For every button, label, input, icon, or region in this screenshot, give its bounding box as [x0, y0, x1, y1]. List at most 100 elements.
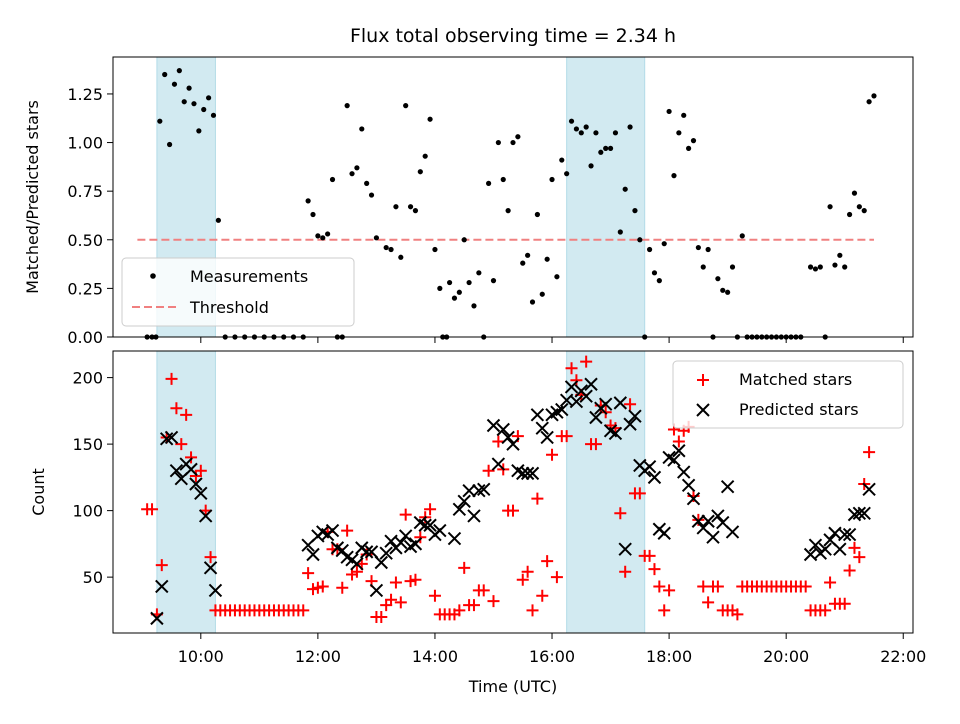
top-shaded-interval — [566, 56, 646, 338]
predicted-star-point — [833, 542, 847, 556]
measurement-point — [157, 118, 163, 124]
measurement-point — [373, 235, 380, 241]
predicted-star-point — [155, 579, 169, 594]
matched-star-point — [838, 597, 851, 610]
predicted-star-point — [628, 409, 642, 423]
legend-marker-measurements — [150, 273, 156, 279]
bottom-panel: 10:00 12:00 14:00 16:00 18:00 20:00 22:00 50 10… — [29, 350, 926, 696]
legend-label-matched-stars: Matched stars — [739, 370, 852, 389]
predicted-star-point — [667, 453, 681, 467]
matched-star-point — [541, 555, 554, 568]
bottom-x-axis-label: Time (UTC) — [468, 677, 557, 696]
matched-star-point — [672, 435, 685, 448]
measurement-point — [866, 99, 872, 105]
measurement-point — [646, 246, 653, 253]
predicted-star-point — [613, 396, 628, 410]
measurement-point — [627, 124, 633, 130]
predicted-star-point — [535, 421, 549, 435]
predicted-star-point — [491, 457, 506, 471]
measurement-point — [637, 237, 643, 243]
measurement-point — [407, 204, 414, 210]
measurement-point — [554, 274, 560, 280]
measurement-point — [593, 130, 599, 136]
matched-star-point — [341, 524, 354, 537]
matched-star-point — [507, 504, 519, 517]
predicted-star-point — [857, 506, 871, 520]
predicted-star-point — [506, 437, 520, 451]
predicted-star-point — [472, 483, 486, 498]
measurement-point — [812, 266, 819, 272]
predicted-star-point — [379, 546, 393, 560]
predicted-star-point — [647, 470, 662, 485]
matched-star-point — [663, 584, 676, 597]
matched-star-point — [424, 503, 437, 516]
predicted-star-point — [350, 557, 364, 571]
top-y-tick-label: 1.25 — [67, 85, 103, 104]
predicted-star-point — [208, 583, 223, 598]
measurement-point — [500, 176, 506, 183]
measurement-point — [832, 262, 838, 268]
predicted-star-point — [394, 535, 408, 550]
measurement-point — [191, 101, 197, 107]
measurement-point — [210, 112, 217, 118]
matched-star-point — [375, 611, 388, 624]
predicted-star-point — [725, 525, 740, 539]
predicted-star-point — [818, 542, 832, 556]
matched-star-point — [819, 604, 832, 617]
measurement-point — [510, 139, 516, 146]
bot-y-tick-label: 50 — [83, 568, 103, 587]
predicted-star-point — [477, 482, 491, 497]
measurement-point — [171, 81, 178, 87]
measurement-point — [612, 130, 619, 136]
predicted-star-point — [408, 537, 423, 551]
matched-star-point — [687, 489, 700, 502]
measurement-point — [578, 130, 584, 136]
measurement-point — [166, 141, 173, 148]
predicted-star-point — [198, 509, 213, 523]
matched-star-point — [492, 435, 505, 448]
measurement-point — [310, 211, 316, 218]
measurement-point — [427, 116, 433, 122]
matched-star-point — [302, 567, 315, 580]
matched-star-point — [624, 398, 637, 411]
matched-star-point — [843, 564, 856, 577]
legend-label-measurements: Measurements — [190, 267, 308, 286]
matched-star-point — [385, 593, 398, 606]
predicted-star-point — [525, 466, 540, 481]
predicted-star-point — [467, 509, 481, 523]
bot-y-tick-label: 200 — [72, 369, 103, 388]
measurement-point — [539, 291, 545, 297]
measurement-point — [201, 106, 207, 113]
measurement-point — [176, 68, 182, 74]
predicted-star-point — [569, 394, 584, 409]
measurement-point — [403, 103, 409, 109]
measurement-point — [715, 276, 721, 282]
predicted-star-point — [184, 462, 198, 477]
measurement-point — [622, 186, 628, 192]
matched-star-point — [516, 573, 529, 586]
measurement-point — [559, 157, 565, 163]
legend-marker-matched-stars — [697, 374, 709, 386]
top-legend-box — [121, 257, 355, 327]
measurement-point — [495, 139, 501, 146]
legend-label-threshold: Threshold — [189, 298, 269, 317]
top-y-tick-label: 0.50 — [67, 231, 103, 250]
predicted-star-point — [564, 380, 579, 394]
measurement-point — [422, 153, 428, 159]
bottom-x-tick-label: 10:00 — [178, 647, 224, 666]
measurement-point — [505, 208, 511, 214]
bottom-x-tick-label: 18:00 — [646, 647, 692, 666]
matched-star-point — [580, 355, 593, 368]
measurement-point — [486, 180, 492, 186]
predicted-star-point — [169, 464, 184, 478]
measurement-point — [393, 204, 399, 210]
matched-star-point — [526, 604, 539, 617]
measurement-point — [466, 279, 472, 286]
matched-star-point — [389, 576, 402, 589]
matched-star-point — [531, 492, 544, 505]
measurement-point — [651, 270, 658, 276]
measurement-point — [807, 264, 814, 270]
predicted-star-point — [457, 494, 471, 509]
predicted-star-point — [501, 430, 515, 445]
predicted-star-point — [642, 460, 657, 474]
